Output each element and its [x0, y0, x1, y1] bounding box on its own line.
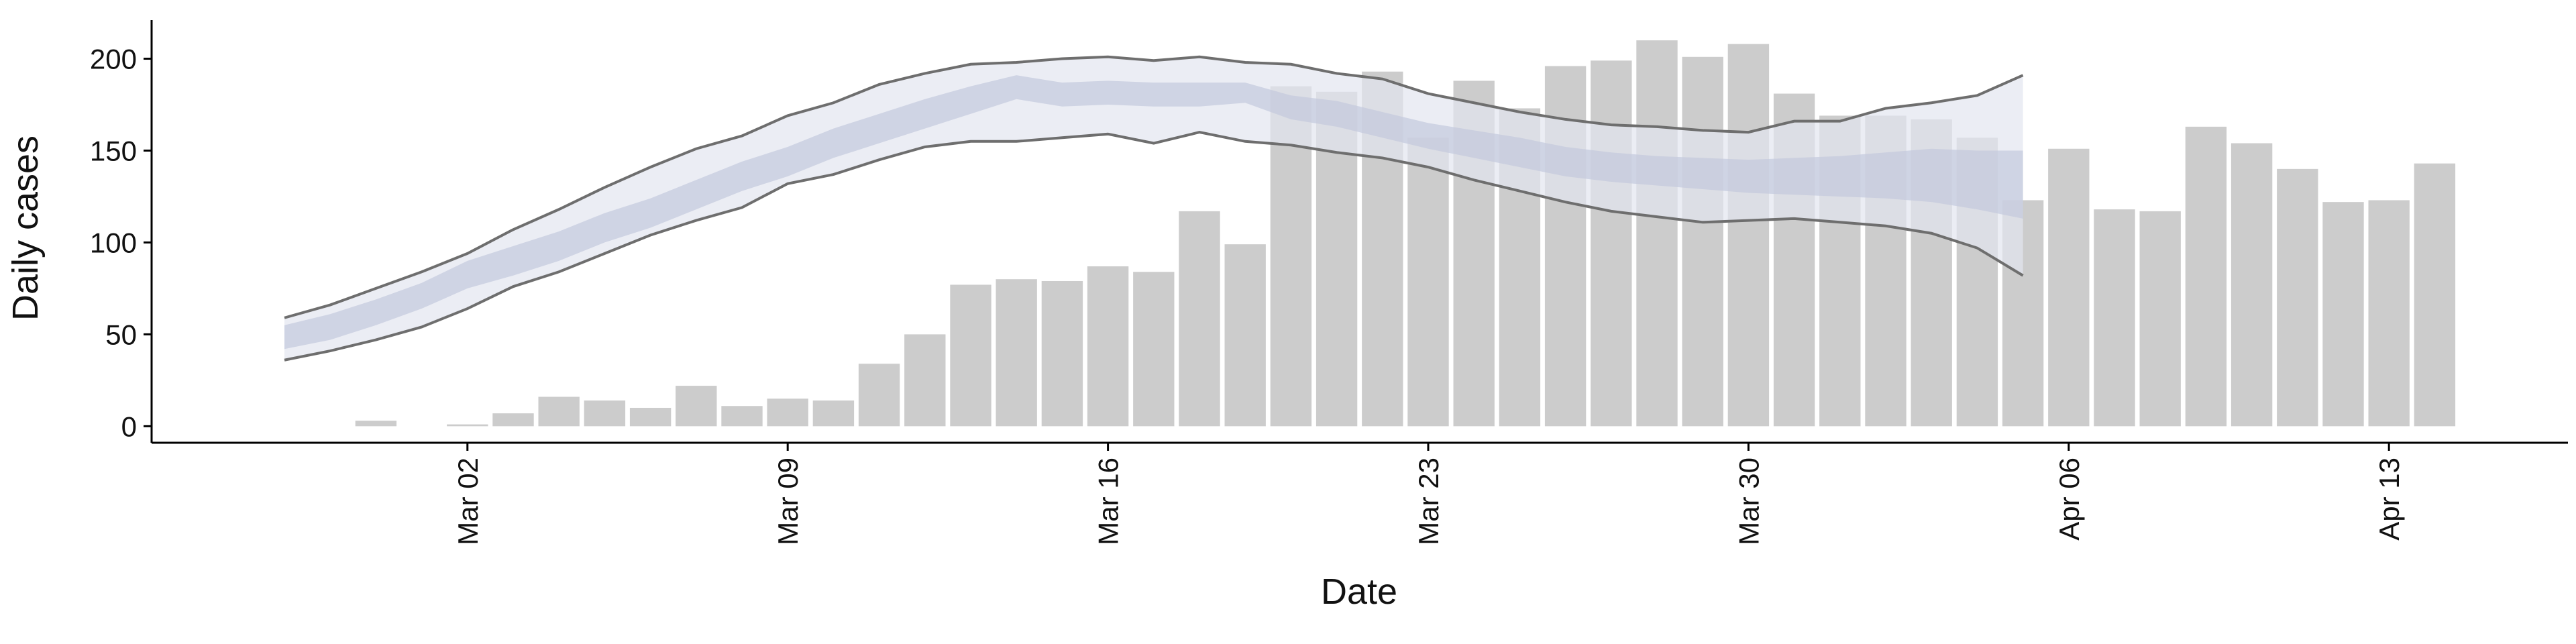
- bar: [492, 413, 534, 427]
- y-tick-label: 0: [121, 411, 137, 442]
- bar: [1407, 138, 1449, 427]
- x-tick-label: Mar 09: [772, 458, 804, 545]
- bar: [584, 400, 626, 427]
- bar: [950, 284, 991, 427]
- bar: [1682, 56, 1723, 427]
- bar: [538, 396, 580, 427]
- x-tick-label: Apr 13: [2373, 458, 2405, 541]
- bar: [676, 386, 717, 427]
- bar: [2048, 148, 2090, 427]
- bar: [2139, 211, 2181, 427]
- x-tick-label: Mar 16: [1093, 458, 1124, 545]
- bar: [1727, 44, 1770, 427]
- bar: [2368, 200, 2410, 427]
- bar: [2231, 143, 2273, 427]
- y-tick-label: 200: [90, 44, 137, 75]
- bar: [2277, 168, 2318, 427]
- bar: [1087, 266, 1129, 427]
- x-tick-label: Apr 06: [2053, 458, 2085, 541]
- band-line: [284, 55, 2024, 319]
- band: [284, 75, 2023, 350]
- band: [284, 56, 2023, 360]
- bar: [2094, 209, 2135, 427]
- bar: [1636, 40, 1678, 427]
- bar: [2414, 163, 2456, 427]
- band-line: [284, 131, 2024, 362]
- x-tick-label: Mar 23: [1413, 458, 1444, 545]
- bar: [2322, 202, 2364, 427]
- bar: [2185, 126, 2227, 427]
- y-tick-label: 150: [90, 135, 137, 166]
- bar: [1591, 60, 1632, 427]
- bar: [355, 421, 397, 427]
- y-tick-label: 50: [105, 319, 137, 350]
- bar: [629, 407, 672, 427]
- y-axis-title: Daily cases: [5, 136, 46, 321]
- x-tick-label: Mar 30: [1733, 458, 1764, 545]
- bar: [812, 400, 855, 427]
- x-axis-title: Date: [1321, 572, 1397, 612]
- bar: [996, 279, 1037, 427]
- x-tick-label: Mar 02: [452, 458, 484, 545]
- bar: [904, 334, 946, 427]
- bar: [767, 398, 808, 427]
- bar: [1224, 244, 1266, 427]
- bar: [721, 406, 763, 427]
- bar: [447, 424, 488, 427]
- y-tick-label: 100: [90, 227, 137, 258]
- bar: [1179, 211, 1220, 427]
- bar: [1133, 272, 1175, 427]
- bar: [858, 364, 900, 427]
- bar: [1041, 280, 1083, 427]
